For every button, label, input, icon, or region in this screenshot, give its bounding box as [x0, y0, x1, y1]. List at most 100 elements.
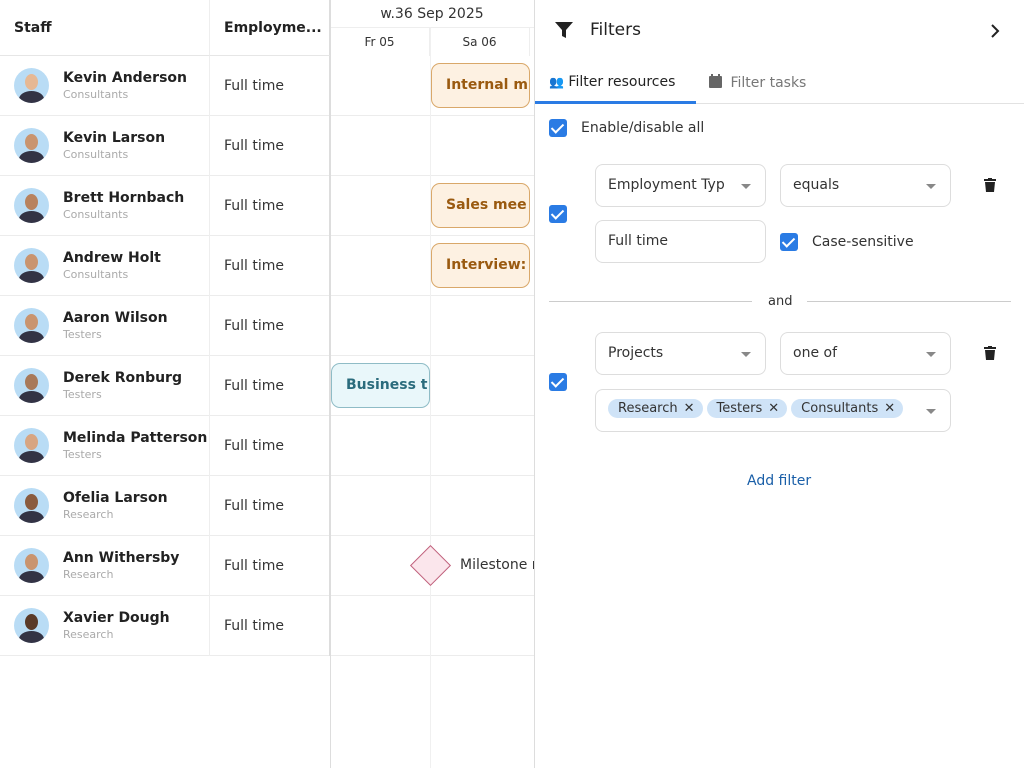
event-bar[interactable]: Business t	[331, 363, 430, 408]
filter1-field-select[interactable]: Employment Typ	[595, 164, 766, 207]
avatar	[14, 608, 49, 643]
filter1-operator-select[interactable]: equals	[780, 164, 951, 207]
staff-name: Aaron Wilson	[63, 310, 168, 326]
staff-cell: Kevin Larson Consultants	[0, 116, 210, 176]
table-row[interactable]: Ofelia Larson Research Full time	[0, 476, 534, 536]
close-icon[interactable]: ✕	[884, 401, 896, 416]
filter2-chips-input[interactable]: Research ✕ Testers ✕ Consultants ✕	[595, 389, 951, 432]
tab-filter-resources[interactable]: 👥 Filter resources	[535, 64, 696, 104]
close-icon[interactable]: ✕	[768, 401, 780, 416]
filter-icon	[555, 22, 573, 38]
employment-cell: Full time	[210, 116, 330, 176]
staff-name: Xavier Dough	[63, 610, 170, 626]
chip-label: Testers	[716, 401, 763, 416]
employment-cell: Full time	[210, 56, 330, 116]
enable-all-label: Enable/disable all	[581, 120, 705, 136]
case-sensitive-checkbox[interactable]	[780, 233, 798, 251]
filter2-field-select[interactable]: Projects	[595, 332, 766, 375]
caret-down-icon	[741, 352, 751, 357]
filter-tabs: 👥 Filter resources Filter tasks	[535, 64, 1024, 104]
divider	[807, 301, 1011, 302]
select-value: equals	[793, 177, 840, 193]
avatar	[14, 488, 49, 523]
employment-cell: Full time	[210, 356, 330, 416]
staff-cell: Ann Withersby Research	[0, 536, 210, 596]
employment-cell: Full time	[210, 416, 330, 476]
staff-group: Research	[63, 568, 114, 581]
staff-group: Testers	[63, 328, 102, 341]
users-icon: 👥	[549, 75, 564, 89]
header-employment[interactable]: Employme...	[210, 0, 330, 56]
table-row[interactable]: Ann Withersby Research Full time	[0, 536, 534, 596]
avatar	[14, 68, 49, 103]
event-bar[interactable]: Sales mee	[431, 183, 530, 228]
table-row[interactable]: Andrew Holt Consultants Full time	[0, 236, 534, 296]
enable-all-checkbox[interactable]	[549, 119, 567, 137]
staff-cell: Derek Ronburg Testers	[0, 356, 210, 416]
staff-name: Andrew Holt	[63, 250, 161, 266]
avatar	[14, 428, 49, 463]
table-row[interactable]: Kevin Larson Consultants Full time	[0, 116, 534, 176]
trash-icon[interactable]	[984, 178, 996, 192]
scheduler-grid: Staff Employme... w.36 Sep 2025 Fr 05 Sa…	[0, 0, 534, 768]
staff-group: Consultants	[63, 208, 129, 221]
table-row[interactable]: Melinda Patterson Testers Full time	[0, 416, 534, 476]
staff-group: Consultants	[63, 88, 129, 101]
header-day: Sa 06	[430, 28, 530, 56]
table-row[interactable]: Aaron Wilson Testers Full time	[0, 296, 534, 356]
header-staff[interactable]: Staff	[0, 0, 210, 56]
caret-down-icon	[926, 409, 936, 414]
close-icon[interactable]: ✕	[683, 401, 695, 416]
avatar	[14, 248, 49, 283]
staff-group: Consultants	[63, 268, 129, 281]
staff-cell: Melinda Patterson Testers	[0, 416, 210, 476]
employment-cell: Full time	[210, 236, 330, 296]
filter1-value-input[interactable]: Full time	[595, 220, 766, 263]
staff-cell: Xavier Dough Research	[0, 596, 210, 656]
staff-name: Ann Withersby	[63, 550, 180, 566]
divider	[549, 301, 752, 302]
milestone-label: Milestone r	[460, 557, 534, 573]
staff-group: Consultants	[63, 148, 129, 161]
staff-name: Kevin Anderson	[63, 70, 188, 86]
table-row[interactable]: Xavier Dough Research Full time	[0, 596, 534, 656]
filter2-checkbox[interactable]	[549, 373, 567, 391]
table-row[interactable]: Kevin Anderson Consultants Full time	[0, 56, 534, 116]
tab-filter-tasks[interactable]: Filter tasks	[709, 64, 806, 104]
table-row[interactable]: Brett Hornbach Consultants Full time	[0, 176, 534, 236]
staff-group: Research	[63, 628, 114, 641]
header-week: w.36 Sep 2025	[330, 0, 534, 28]
divider	[330, 0, 331, 768]
chevron-right-icon[interactable]	[990, 24, 1000, 38]
table-row[interactable]: Derek Ronburg Testers Full time	[0, 356, 534, 416]
avatar	[14, 128, 49, 163]
trash-icon[interactable]	[984, 346, 996, 360]
filter1-checkbox[interactable]	[549, 205, 567, 223]
staff-name: Derek Ronburg	[63, 370, 182, 386]
tab-label: Filter tasks	[730, 75, 807, 91]
avatar	[14, 188, 49, 223]
staff-cell: Ofelia Larson Research	[0, 476, 210, 536]
staff-name: Brett Hornbach	[63, 190, 185, 206]
event-bar[interactable]: Internal m	[431, 63, 530, 108]
add-filter-button[interactable]: Add filter	[747, 473, 812, 489]
header-day: Fr 05	[330, 28, 430, 56]
staff-cell: Andrew Holt Consultants	[0, 236, 210, 296]
caret-down-icon	[926, 184, 936, 189]
staff-group: Research	[63, 508, 114, 521]
avatar	[14, 308, 49, 343]
filter2-operator-select[interactable]: one of	[780, 332, 951, 375]
staff-cell: Kevin Anderson Consultants	[0, 56, 210, 116]
calendar-icon	[709, 74, 722, 88]
chip-consultants: Consultants ✕	[791, 399, 904, 418]
case-sensitive-label: Case-sensitive	[812, 234, 914, 250]
caret-down-icon	[741, 184, 751, 189]
event-bar[interactable]: Interview:	[431, 243, 530, 288]
employment-cell: Full time	[210, 176, 330, 236]
staff-group: Testers	[63, 388, 102, 401]
chip-research: Research ✕	[608, 399, 703, 418]
joiner-label: and	[768, 294, 793, 309]
staff-cell: Aaron Wilson Testers	[0, 296, 210, 356]
avatar	[14, 368, 49, 403]
chip-testers: Testers ✕	[706, 399, 788, 418]
